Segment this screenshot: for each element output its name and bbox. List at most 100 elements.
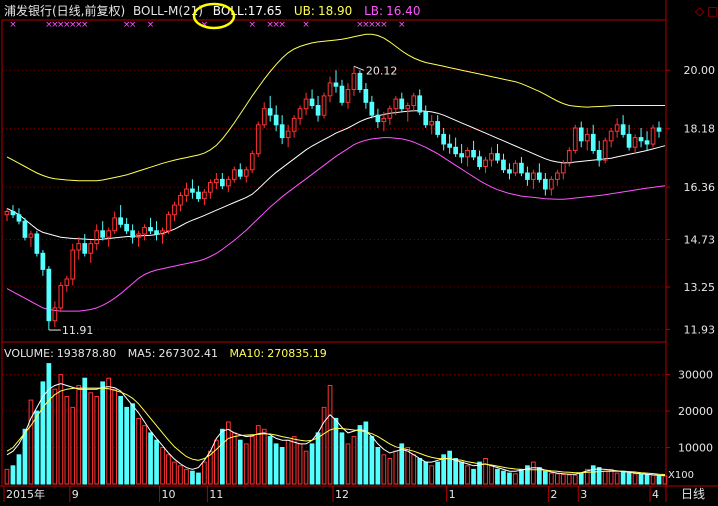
signal-markers: × ××××××× ×× × × × ××× × ××××× ×: [9, 20, 405, 30]
high-annotation: 20.12: [353, 64, 397, 77]
candle: [531, 169, 536, 190]
signal-marker: ×: [147, 20, 155, 30]
time-tick-label: 9: [72, 488, 79, 501]
volume-bar: [405, 447, 411, 485]
time-tick-label: 10: [162, 488, 176, 501]
square-icon[interactable]: □: [707, 4, 718, 18]
candle: [399, 92, 405, 112]
candle: [471, 140, 476, 161]
ub-value: 18.90: [318, 4, 352, 18]
volume-bar: [190, 470, 195, 485]
price-tick-label: 11.93: [684, 323, 716, 336]
candle-body-down: [525, 172, 530, 180]
volume-ma5-line: [6, 383, 666, 477]
volume-bar: [16, 454, 22, 485]
candle-body-down: [441, 133, 446, 145]
candle-body-up: [387, 108, 393, 119]
volume-bar: [237, 439, 243, 485]
volume-bar: [435, 461, 440, 485]
period-button[interactable]: 日线: [681, 487, 705, 501]
diamond-icon[interactable]: ◇: [695, 4, 705, 18]
candle-body-down: [459, 153, 464, 158]
volume-bar: [465, 465, 470, 485]
volume-bar: [399, 443, 405, 485]
volume-bar: [52, 388, 58, 485]
volume-bar: [94, 396, 100, 485]
candle-body-down: [82, 243, 88, 254]
volume-bar: [620, 470, 626, 485]
candle: [130, 224, 136, 244]
volume-bar: [614, 472, 620, 485]
candle: [543, 172, 548, 196]
volume-bar: [596, 467, 602, 485]
candle: [387, 105, 393, 125]
volume-bar: [327, 385, 333, 485]
volume-bar: [644, 474, 650, 485]
candle-body-down: [190, 188, 195, 193]
candle: [596, 140, 602, 167]
signal-marker: ×: [69, 20, 77, 30]
candle: [477, 150, 482, 170]
volume-bar: [82, 377, 88, 485]
candle: [351, 66, 357, 96]
candle: [58, 282, 64, 312]
candle: [572, 124, 578, 154]
volume-bar: [363, 421, 369, 485]
candle-body-up: [465, 150, 470, 158]
candle-body-up: [650, 127, 656, 145]
candle-body-up: [112, 217, 118, 232]
volume-bar: [387, 458, 393, 485]
candle: [447, 134, 452, 154]
volume-bar: [303, 450, 309, 485]
candle: [46, 266, 52, 331]
candle: [214, 172, 219, 190]
candle-body-up: [94, 230, 100, 245]
ma5-label: MA5:: [128, 347, 156, 360]
signal-marker: ×: [51, 20, 59, 30]
candle: [429, 115, 434, 135]
boll-lower-line: [6, 137, 666, 312]
candle-body-down: [543, 178, 548, 190]
volume-bar: [124, 406, 130, 485]
signal-marker: ×: [45, 20, 53, 30]
candle: [357, 70, 363, 93]
candle-body-down: [40, 252, 46, 270]
candle-body-up: [243, 169, 249, 177]
candle-body-up: [166, 214, 171, 232]
volume-bar: [656, 475, 662, 485]
candle: [339, 79, 345, 106]
signal-marker: ×: [201, 20, 209, 30]
signal-marker: ×: [356, 20, 364, 30]
volume-bar: [112, 388, 118, 485]
candle-body-up: [602, 140, 608, 161]
candle: [441, 128, 446, 151]
candle-body-up: [393, 98, 399, 110]
candle-body-down: [363, 89, 369, 103]
candle-body-down: [519, 162, 524, 174]
volume-bar: [40, 381, 46, 485]
candle-body-down: [315, 105, 321, 116]
candle-body-up: [351, 72, 357, 91]
volume-bar: [130, 403, 136, 485]
candle-body-down: [453, 146, 458, 155]
volume-legend-row: VOLUME: 193878.80 MA5: 267302.41 MA10: 2708…: [4, 347, 327, 360]
candle: [608, 128, 614, 148]
candle: [435, 115, 440, 138]
volume-bar: [507, 472, 512, 485]
candle: [142, 224, 147, 241]
low-price-label: 11.91: [62, 324, 93, 337]
volume-bar: [226, 421, 231, 485]
ma5-value: 267302.41: [159, 347, 219, 360]
candle-body-up: [136, 233, 141, 238]
high-annotation-leader: [353, 65, 365, 71]
candle: [303, 92, 309, 116]
volume-bar: [423, 461, 429, 485]
price-tick-label: 18.18: [684, 123, 716, 136]
candle-body-up: [4, 211, 10, 216]
candle: [566, 147, 572, 167]
candle-body-up: [142, 227, 147, 235]
volume-bar: [369, 436, 375, 485]
